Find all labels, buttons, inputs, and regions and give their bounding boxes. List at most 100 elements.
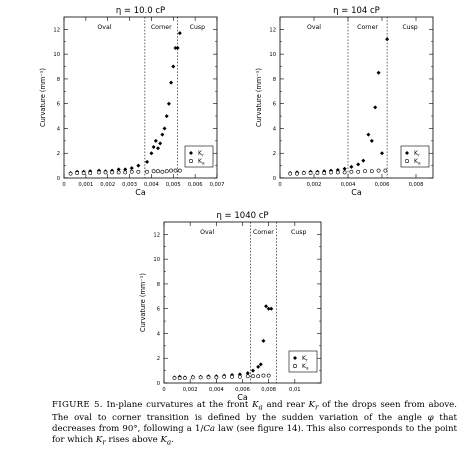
data-point-ka [256,374,261,379]
region-label-corner: Corner [253,229,274,236]
region-label-cusp: Cusp [190,24,205,31]
data-point-kr [171,64,176,69]
data-point-ka [288,171,293,176]
data-point-kr [164,114,169,119]
data-point-kr [269,306,274,311]
data-point-kr [166,101,171,106]
x-tick-label: 0,002 [307,182,322,188]
y-axis-label: Curvature (mm⁻¹) [255,68,263,127]
data-point-ka [335,170,340,175]
x-tick-label: 0,006 [375,182,390,188]
x-axis-label: Ca [351,188,362,197]
data-point-ka [315,171,320,175]
data-point-ka [129,169,134,174]
caption-text-1: In-plane curvatures at the front [106,400,253,410]
y-tick-label: 8 [57,77,60,83]
data-point-ka [145,169,149,174]
data-point-ka [160,169,165,174]
data-point-ka [198,375,203,380]
chart-panel-1: η = 10.0 cP 0 2 4 6 8 10 12 0 0,001 0,002 0,003 0,00… [39,6,224,197]
data-point-ka [110,170,114,175]
legend-marker-open-circle [404,159,409,164]
data-point-kr [266,306,271,311]
x-tick-label: 0,001 [78,182,93,188]
data-point-ka [75,171,80,175]
x-tick-label: 0,008 [409,182,424,188]
data-point-ka [322,171,327,175]
caption-symbol-phi: φ [427,413,434,424]
data-point-ka [356,169,361,174]
y-tick-label: 10 [269,52,276,58]
y-tick-label: 10 [53,52,60,58]
legend-label: Ka [198,158,205,166]
data-point-kr [376,70,381,75]
data-point-kr [261,338,266,343]
y-tick-label: 2 [273,151,276,157]
y-axis-label: Curvature (mm⁻¹) [39,68,47,127]
y-tick-label: 4 [273,126,277,132]
figure-panels: η = 10.0 cP 0 2 4 6 8 10 12 0 0,001 0,002 0,003 0,00… [39,6,434,400]
data-point-kr [356,162,361,167]
data-point-kr [264,304,269,309]
caption-symbol-K-3: K [95,434,103,445]
legend-marker-open-circle [189,159,194,164]
region-label-oval: Oval [307,24,321,31]
x-tick-label: 0 [62,182,65,188]
caption-text-2: and rear [262,400,309,410]
data-point-kr [245,371,250,376]
data-point-ka [172,376,177,380]
data-point-ka [266,373,271,378]
data-point-ka [190,375,195,380]
x-tick-label: 0,008 [261,387,276,393]
region-label-oval: Oval [200,229,214,236]
data-point-ka [123,170,128,175]
data-point-kr [385,37,390,42]
legend-marker-open-circle [292,363,297,368]
data-point-kr [258,362,263,367]
x-tick-label: 0,004 [144,182,160,188]
y-axis-label: Curvature (mm⁻¹) [139,273,147,332]
figure-caption: FIGURE 5. In-plane curvatures at the fro… [52,400,457,448]
region-label-cusp: Cusp [291,229,306,236]
data-point-ka [177,376,182,380]
x-tick-label: 0,005 [166,182,181,188]
data-point-ka [245,374,250,379]
legend-label: Ka [302,363,309,371]
x-tick-label: 0,002 [183,387,198,393]
data-point-kr [145,159,150,164]
data-point-ka [308,171,313,175]
caption-text-5: law (see figure 14). This also correspon… [52,423,457,445]
caption-text-4: that decreases from 90°, following a 1/ [52,413,457,434]
legend-marker-filled-diamond [405,151,409,155]
data-point-ka [363,169,367,174]
data-point-ka [68,171,73,176]
y-tick-label: 8 [273,77,276,83]
data-point-ka [376,168,381,173]
legend-label: Kr [414,150,420,158]
data-point-ka [151,169,156,174]
data-point-ka [136,169,141,174]
data-point-kr [151,145,156,150]
y-tick-label: 12 [153,232,160,238]
data-point-ka [177,168,182,173]
x-tick-label: 0,002 [100,182,115,188]
data-point-kr [158,141,163,146]
data-point-ka [349,169,354,174]
data-point-kr [123,167,128,172]
data-point-ka [97,170,101,175]
data-point-ka [214,375,219,380]
chart-panel-2: η = 104 cP 0 2 4 6 8 10 12 0 0,002 0,004 0,006 0,008… [255,6,434,197]
data-point-kr [369,138,374,143]
data-point-ka [173,168,178,173]
y-tick-label: 2 [157,356,160,362]
data-point-kr [155,146,160,151]
caption-subscript-a-2: a [166,437,172,447]
x-tick-label: 0 [278,182,281,188]
data-point-ka [183,376,187,380]
caption-subscript-a-1: a [258,402,263,412]
x-axis-label: Ca [135,188,146,197]
caption-label: FIGURE 5. [52,400,103,410]
x-tick-label: 0,003 [122,182,137,188]
region-label-cusp: Cusp [402,24,417,31]
data-point-ka [383,168,388,173]
